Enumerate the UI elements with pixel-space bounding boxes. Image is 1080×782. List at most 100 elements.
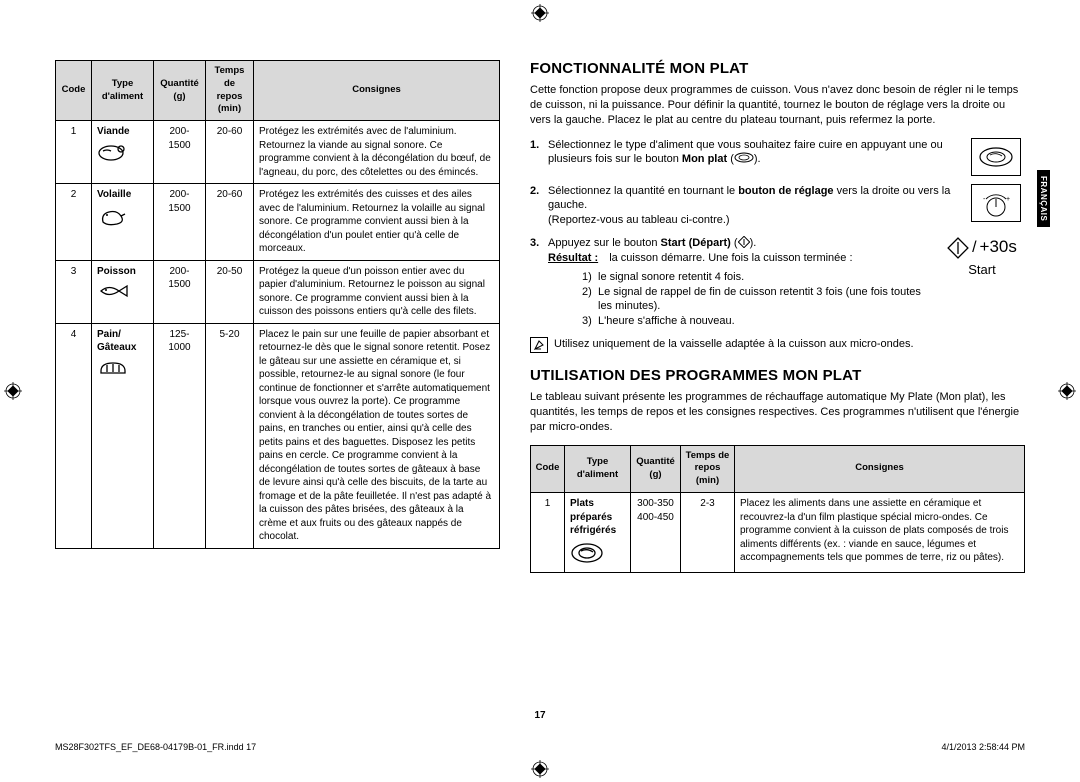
left-column: Code Type d'aliment Quantité (g) Temps d… <box>55 60 500 700</box>
step-icon-box: / +30s Start <box>939 236 1025 278</box>
th-rest: Temps de repos (min) <box>681 445 735 492</box>
table-row: 1Plats préparés réfrigérés300-350400-450… <box>531 493 1025 573</box>
svg-text:-: - <box>983 196 986 203</box>
note-row: Utilisez uniquement de la vaisselle adap… <box>530 337 1025 353</box>
sub-item: le signal sonore retentit 4 fois. <box>598 270 744 285</box>
page-number: 17 <box>55 710 1025 721</box>
step-text: (Reportez-vous au tableau ci-contre.) <box>548 214 730 226</box>
monplat-table: Code Type d'aliment Quantité (g) Temps d… <box>530 445 1025 573</box>
crop-mark-right <box>1058 382 1076 400</box>
diamond-inline-icon <box>738 236 750 248</box>
table-header-row: Code Type d'aliment Quantité (g) Temps d… <box>56 61 500 121</box>
cell-qty: 125-1000 <box>154 323 206 548</box>
step-number: 2. <box>530 184 548 199</box>
step-bold: bouton de réglage <box>738 185 833 197</box>
start-button-graphic: / +30s <box>947 236 1017 259</box>
step-number: 1. <box>530 138 548 153</box>
cell-rest: 2-3 <box>681 493 735 573</box>
plate-inline-icon <box>734 152 754 163</box>
th-qty: Quantité (g) <box>154 61 206 121</box>
cell-instr: Placez le pain sur une feuille de papier… <box>254 323 500 548</box>
cell-type: Poisson <box>92 260 154 323</box>
table-row: 1Viande200-150020-60Protégez les extrémi… <box>56 121 500 184</box>
step-body: Sélectionnez le type d'aliment que vous … <box>548 138 959 168</box>
start-time: +30s <box>980 236 1017 259</box>
cell-rest: 20-50 <box>206 260 254 323</box>
table-header-row: Code Type d'aliment Quantité (g) Temps d… <box>531 445 1025 492</box>
result-sublist: 1)le signal sonore retentit 4 fois. 2)Le… <box>582 270 931 329</box>
step-text: Sélectionnez la quantité en tournant le <box>548 185 738 197</box>
diamond-icon <box>947 237 969 259</box>
table-row: 2Volaille200-150020-60Protégez les extré… <box>56 184 500 261</box>
result-label: Résultat : <box>548 252 598 264</box>
cell-rest: 20-60 <box>206 121 254 184</box>
cell-instr: Placez les aliments dans une assiette en… <box>735 493 1025 573</box>
table-row: 4Pain/ Gâteaux125-10005-20Placez le pain… <box>56 323 500 548</box>
cell-instr: Protégez la queue d'un poisson entier av… <box>254 260 500 323</box>
cell-rest: 20-60 <box>206 184 254 261</box>
section-intro: Cette fonction propose deux programmes d… <box>530 83 1025 128</box>
sub-item: L'heure s'affiche à nouveau. <box>598 314 735 329</box>
svg-text:+: + <box>1006 196 1010 203</box>
step-text: Appuyez sur le bouton <box>548 237 661 249</box>
note-text: Utilisez uniquement de la vaisselle adap… <box>554 337 914 352</box>
cell-type: Viande <box>92 121 154 184</box>
section-title-usage: UTILISATION DES PROGRAMMES MON PLAT <box>530 367 1025 384</box>
crop-mark-bottom <box>531 760 549 778</box>
section2-intro: Le tableau suivant présente les programm… <box>530 390 1025 435</box>
th-qty: Quantité (g) <box>631 445 681 492</box>
table-row: 3Poisson200-150020-50Protégez la queue d… <box>56 260 500 323</box>
footer-timestamp: 4/1/2013 2:58:44 PM <box>941 742 1025 752</box>
footer-filename: MS28F302TFS_EF_DE68-04179B-01_FR.indd 17 <box>55 742 256 752</box>
page-footer: MS28F302TFS_EF_DE68-04179B-01_FR.indd 17… <box>55 742 1025 752</box>
cell-code: 1 <box>531 493 565 573</box>
right-column: FONCTIONNALITÉ MON PLAT Cette fonction p… <box>530 60 1025 700</box>
cell-type: Pain/ Gâteaux <box>92 323 154 548</box>
cell-qty: 200-1500 <box>154 121 206 184</box>
step-text: ( <box>731 237 738 249</box>
cell-rest: 5-20 <box>206 323 254 548</box>
cell-qty: 300-350400-450 <box>631 493 681 573</box>
language-tab: FRANÇAIS <box>1037 170 1050 227</box>
cell-type: Volaille <box>92 184 154 261</box>
crop-mark-left <box>4 382 22 400</box>
cell-instr: Protégez les extrémités avec de l'alumin… <box>254 121 500 184</box>
step-bold: Mon plat <box>682 153 727 165</box>
th-code: Code <box>56 61 92 121</box>
step-1: 1. Sélectionnez le type d'aliment que vo… <box>530 138 1025 176</box>
step-text: la cuisson démarre. Une fois la cuisson … <box>609 252 852 264</box>
cell-qty: 200-1500 <box>154 184 206 261</box>
step-number: 3. <box>530 236 548 251</box>
step-body: Appuyez sur le bouton Start (Départ) ().… <box>548 236 931 329</box>
cell-code: 1 <box>56 121 92 184</box>
cell-code: 3 <box>56 260 92 323</box>
step-icon-box: -+ <box>967 184 1025 222</box>
cell-code: 2 <box>56 184 92 261</box>
note-icon <box>530 337 548 353</box>
start-label: Start <box>968 261 995 279</box>
step-bold: Start (Départ) <box>661 237 731 249</box>
section-title-monplat: FONCTIONNALITÉ MON PLAT <box>530 60 1025 77</box>
th-code: Code <box>531 445 565 492</box>
plate-icon <box>971 138 1021 176</box>
page-body: Code Type d'aliment Quantité (g) Temps d… <box>55 60 1025 700</box>
cell-instr: Protégez les extrémités des cuisses et d… <box>254 184 500 261</box>
step-text: ). <box>750 237 757 249</box>
step-2: 2. Sélectionnez la quantité en tournant … <box>530 184 1025 229</box>
cell-type: Plats préparés réfrigérés <box>565 493 631 573</box>
th-rest: Temps de repos (min) <box>206 61 254 121</box>
step-body: Sélectionnez la quantité en tournant le … <box>548 184 959 229</box>
th-type: Type d'aliment <box>92 61 154 121</box>
cell-qty: 200-1500 <box>154 260 206 323</box>
sub-item: Le signal de rappel de fin de cuisson re… <box>598 285 931 315</box>
th-instr: Consignes <box>254 61 500 121</box>
step-icon-box <box>967 138 1025 176</box>
step-text: ). <box>754 153 761 165</box>
defrost-table: Code Type d'aliment Quantité (g) Temps d… <box>55 60 500 549</box>
step-text: ( <box>727 153 734 165</box>
step-3: 3. Appuyez sur le bouton Start (Départ) … <box>530 236 1025 329</box>
crop-mark-top <box>531 4 549 22</box>
cell-code: 4 <box>56 323 92 548</box>
th-instr: Consignes <box>735 445 1025 492</box>
dial-icon: -+ <box>971 184 1021 222</box>
